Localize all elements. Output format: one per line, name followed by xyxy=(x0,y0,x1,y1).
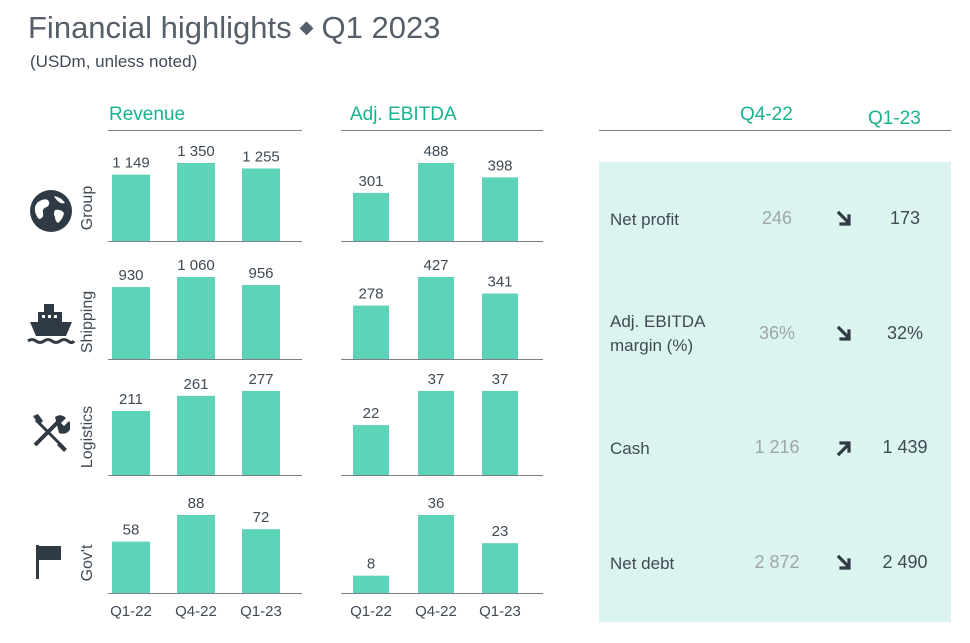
bar xyxy=(353,192,389,241)
metric-label: Adj. EBITDA margin (%) xyxy=(610,310,705,358)
ebitda-header: Adj. EBITDA xyxy=(350,104,457,125)
flag-icon xyxy=(36,545,61,579)
bar-value-label: 301 xyxy=(358,173,383,190)
x-tick-label: Q1-23 xyxy=(479,603,521,620)
bar xyxy=(482,177,518,241)
bar xyxy=(112,411,150,475)
bar-value-label: 427 xyxy=(423,257,448,274)
x-tick-label: Q1-22 xyxy=(350,603,392,620)
bar xyxy=(482,543,518,593)
trend-down-icon xyxy=(836,326,851,341)
bar-value-label: 488 xyxy=(423,143,448,160)
page-subtitle: (USDm, unless noted) xyxy=(30,52,198,71)
x-tick-label: Q4-22 xyxy=(175,603,217,620)
metric-label-line: margin (%) xyxy=(610,336,694,355)
bar-value-label: 1 350 xyxy=(177,143,215,160)
bar xyxy=(242,168,280,241)
bar xyxy=(482,391,518,475)
trend-down-icon xyxy=(836,211,851,226)
bar-value-label: 211 xyxy=(119,391,143,408)
bar-value-label: 1 060 xyxy=(177,257,215,274)
bar-value-label: 341 xyxy=(487,274,512,291)
metric-label: Net profit xyxy=(610,208,679,232)
bar-value-label: 278 xyxy=(358,286,383,303)
metric-label-line: Cash xyxy=(610,439,650,458)
bar-value-label: 956 xyxy=(248,265,273,282)
bar-value-label: 36 xyxy=(428,495,445,512)
x-tick-label: Q1-23 xyxy=(240,603,282,620)
metric-label: Cash xyxy=(610,437,650,461)
bar xyxy=(177,163,215,241)
bar-value-label: 1 149 xyxy=(112,155,150,172)
metric-current-value: 173 xyxy=(889,208,921,228)
bar xyxy=(242,391,280,475)
table-header-rule xyxy=(599,130,951,131)
bar-value-label: 398 xyxy=(487,157,512,174)
metric-prev-value: 246 xyxy=(761,208,793,228)
bar-value-label: 8 xyxy=(367,556,375,573)
page-title: Financial highlights ◆ Q1 2023 xyxy=(28,10,440,46)
bar-charts: 1 149 1 350 1 255 930 1 060 956 211 261 277 58 88 7… xyxy=(108,143,543,620)
bar xyxy=(482,293,518,359)
metric-current-value: 32% xyxy=(886,323,924,343)
metric-label-line: Net profit xyxy=(610,210,679,229)
bar-value-label: 930 xyxy=(118,267,143,284)
ebitda-header-rule xyxy=(341,130,543,131)
bar xyxy=(112,287,150,359)
bar-value-label: 37 xyxy=(492,371,509,388)
bar-value-label: 23 xyxy=(492,523,509,540)
metric-label: Net debt xyxy=(610,552,674,576)
bar-value-label: 261 xyxy=(183,376,208,393)
globe-icon xyxy=(30,190,72,232)
bar-value-label: 22 xyxy=(363,405,380,422)
bar xyxy=(418,391,454,475)
bar-value-label: 37 xyxy=(428,371,445,388)
bar xyxy=(242,285,280,359)
bar xyxy=(418,277,454,359)
x-tick-label: Q4-22 xyxy=(415,603,457,620)
bar-value-label: 1 255 xyxy=(242,148,280,165)
trend-down-icon xyxy=(836,555,851,570)
ship-icon xyxy=(27,304,76,344)
bar xyxy=(418,515,454,593)
metric-current-value: 2 490 xyxy=(882,552,928,572)
bar-value-label: 277 xyxy=(248,371,273,388)
bar xyxy=(177,277,215,359)
bar xyxy=(418,163,454,241)
bar xyxy=(177,395,215,475)
bar xyxy=(353,425,389,475)
metric-prev-value: 36% xyxy=(758,323,796,343)
trend-up-icon xyxy=(836,441,851,456)
x-tick-label: Q1-22 xyxy=(110,603,152,620)
metric-prev-value: 2 872 xyxy=(754,552,800,572)
metric-current-value: 1 439 xyxy=(882,437,928,457)
revenue-header: Revenue xyxy=(109,104,186,125)
metric-label-line: Adj. EBITDA xyxy=(610,312,706,331)
title-period: Q1 2023 xyxy=(321,10,441,45)
bar-value-label: 58 xyxy=(123,522,140,539)
tools-icon xyxy=(33,414,70,452)
bar xyxy=(353,575,389,593)
title-text: Financial highlights xyxy=(28,10,292,45)
bar xyxy=(353,305,389,359)
bar xyxy=(177,515,215,593)
table-col-q4-22: Q4-22 xyxy=(740,104,793,125)
bar-value-label: 88 xyxy=(188,495,205,512)
metrics-panel xyxy=(599,162,951,622)
metric-prev-value: 1 216 xyxy=(754,437,800,457)
bar xyxy=(112,541,150,593)
title-separator: ◆ xyxy=(299,17,314,37)
bar-value-label: 72 xyxy=(253,509,270,526)
revenue-header-rule xyxy=(108,130,302,131)
bar xyxy=(242,529,280,593)
table-col-q1-23: Q1-23 xyxy=(868,108,921,129)
metric-label-line: Net debt xyxy=(610,554,675,573)
bar xyxy=(112,174,150,241)
